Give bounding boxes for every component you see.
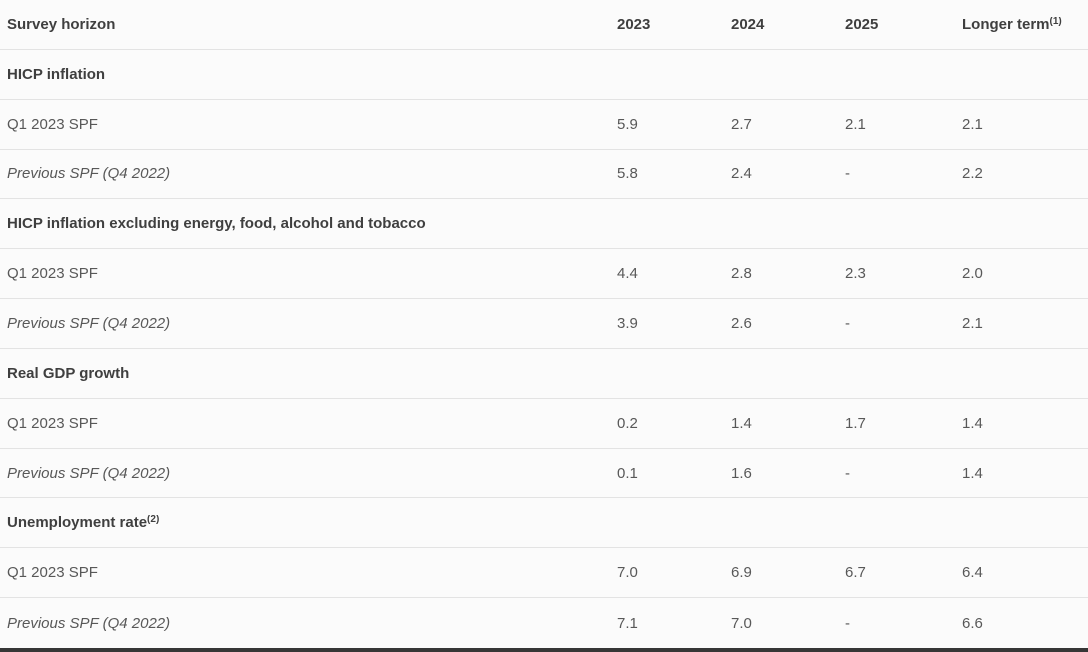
- table-row: Q1 2023 SPF 5.9 2.7 2.1 2.1: [0, 100, 1088, 150]
- value-longer-term: 2.1: [962, 116, 983, 132]
- table-row: Q1 2023 SPF 0.2 1.4 1.7 1.4: [0, 399, 1088, 449]
- value-2025: -: [845, 615, 850, 631]
- value-2023: 0.2: [617, 415, 638, 431]
- section-header-row: HICP inflation: [0, 50, 1088, 100]
- section-title: Unemployment rate(2): [0, 515, 1088, 530]
- section-title: HICP inflation: [0, 67, 1088, 82]
- value-2025: -: [845, 315, 850, 331]
- section-footnote-marker: (2): [147, 515, 160, 526]
- value-2024: 2.8: [731, 266, 752, 282]
- table-row: Previous SPF (Q4 2022) 7.1 7.0 - 6.6: [0, 598, 1088, 648]
- row-label: Previous SPF (Q4 2022): [7, 465, 171, 481]
- value-2025: 2.1: [845, 116, 866, 132]
- row-label: Q1 2023 SPF: [7, 565, 98, 581]
- value-longer-term: 1.4: [962, 465, 983, 481]
- column-header-longer-term: Longer term(1): [962, 17, 1088, 32]
- value-longer-term: 6.6: [962, 615, 983, 631]
- section-header-row: HICP inflation excluding energy, food, a…: [0, 199, 1088, 250]
- section-title-text: Real GDP growth: [7, 365, 130, 381]
- row-label: Previous SPF (Q4 2022): [7, 315, 171, 331]
- value-2023: 7.1: [617, 615, 638, 631]
- longer-term-label: Longer term: [962, 16, 1050, 32]
- value-longer-term: 2.0: [962, 266, 983, 282]
- value-longer-term: 6.4: [962, 565, 983, 581]
- value-longer-term: 2.1: [962, 315, 983, 331]
- section-title-text: Unemployment rate: [7, 515, 148, 531]
- row-label: Previous SPF (Q4 2022): [7, 166, 171, 182]
- value-2024: 2.7: [731, 116, 752, 132]
- table-row: Previous SPF (Q4 2022) 5.8 2.4 - 2.2: [0, 150, 1088, 200]
- column-header-2024: 2024: [731, 16, 765, 32]
- value-longer-term: 2.2: [962, 166, 983, 182]
- value-2025: -: [845, 166, 850, 182]
- value-2023: 0.1: [617, 465, 638, 481]
- value-2024: 7.0: [731, 615, 752, 631]
- row-label: Q1 2023 SPF: [7, 266, 98, 282]
- table-header-row: Survey horizon 2023 2024 2025 Longer ter…: [0, 0, 1088, 50]
- section-title: HICP inflation excluding energy, food, a…: [0, 216, 1088, 231]
- value-2024: 6.9: [731, 565, 752, 581]
- value-2025: -: [845, 465, 850, 481]
- value-2024: 2.6: [731, 315, 752, 331]
- value-2023: 7.0: [617, 565, 638, 581]
- column-header-survey-horizon: Survey horizon: [7, 16, 116, 32]
- row-label: Q1 2023 SPF: [7, 116, 98, 132]
- table-row: Previous SPF (Q4 2022) 0.1 1.6 - 1.4: [0, 449, 1088, 499]
- value-2023: 5.8: [617, 166, 638, 182]
- value-2023: 3.9: [617, 315, 638, 331]
- section-header-row: Real GDP growth: [0, 349, 1088, 399]
- table-row: Previous SPF (Q4 2022) 3.9 2.6 - 2.1: [0, 299, 1088, 349]
- value-2024: 1.4: [731, 415, 752, 431]
- value-2024: 1.6: [731, 465, 752, 481]
- value-2024: 2.4: [731, 166, 752, 182]
- table-row: Q1 2023 SPF 7.0 6.9 6.7 6.4: [0, 548, 1088, 599]
- section-title: Real GDP growth: [0, 366, 1088, 381]
- value-2023: 5.9: [617, 116, 638, 132]
- column-header-2023: 2023: [617, 16, 651, 32]
- table-row: Q1 2023 SPF 4.4 2.8 2.3 2.0: [0, 249, 1088, 300]
- value-2025: 2.3: [845, 266, 866, 282]
- value-2023: 4.4: [617, 266, 638, 282]
- section-title-text: HICP inflation: [7, 66, 106, 82]
- value-2025: 1.7: [845, 415, 866, 431]
- section-header-row: Unemployment rate(2): [0, 498, 1088, 549]
- longer-term-footnote-marker: (1): [1049, 16, 1062, 27]
- row-label: Q1 2023 SPF: [7, 415, 98, 431]
- bottom-divider-bar: [0, 647, 1088, 652]
- column-header-2025: 2025: [845, 16, 879, 32]
- value-2025: 6.7: [845, 565, 866, 581]
- section-title-text: HICP inflation excluding energy, food, a…: [7, 216, 426, 232]
- row-label: Previous SPF (Q4 2022): [7, 615, 171, 631]
- value-longer-term: 1.4: [962, 415, 983, 431]
